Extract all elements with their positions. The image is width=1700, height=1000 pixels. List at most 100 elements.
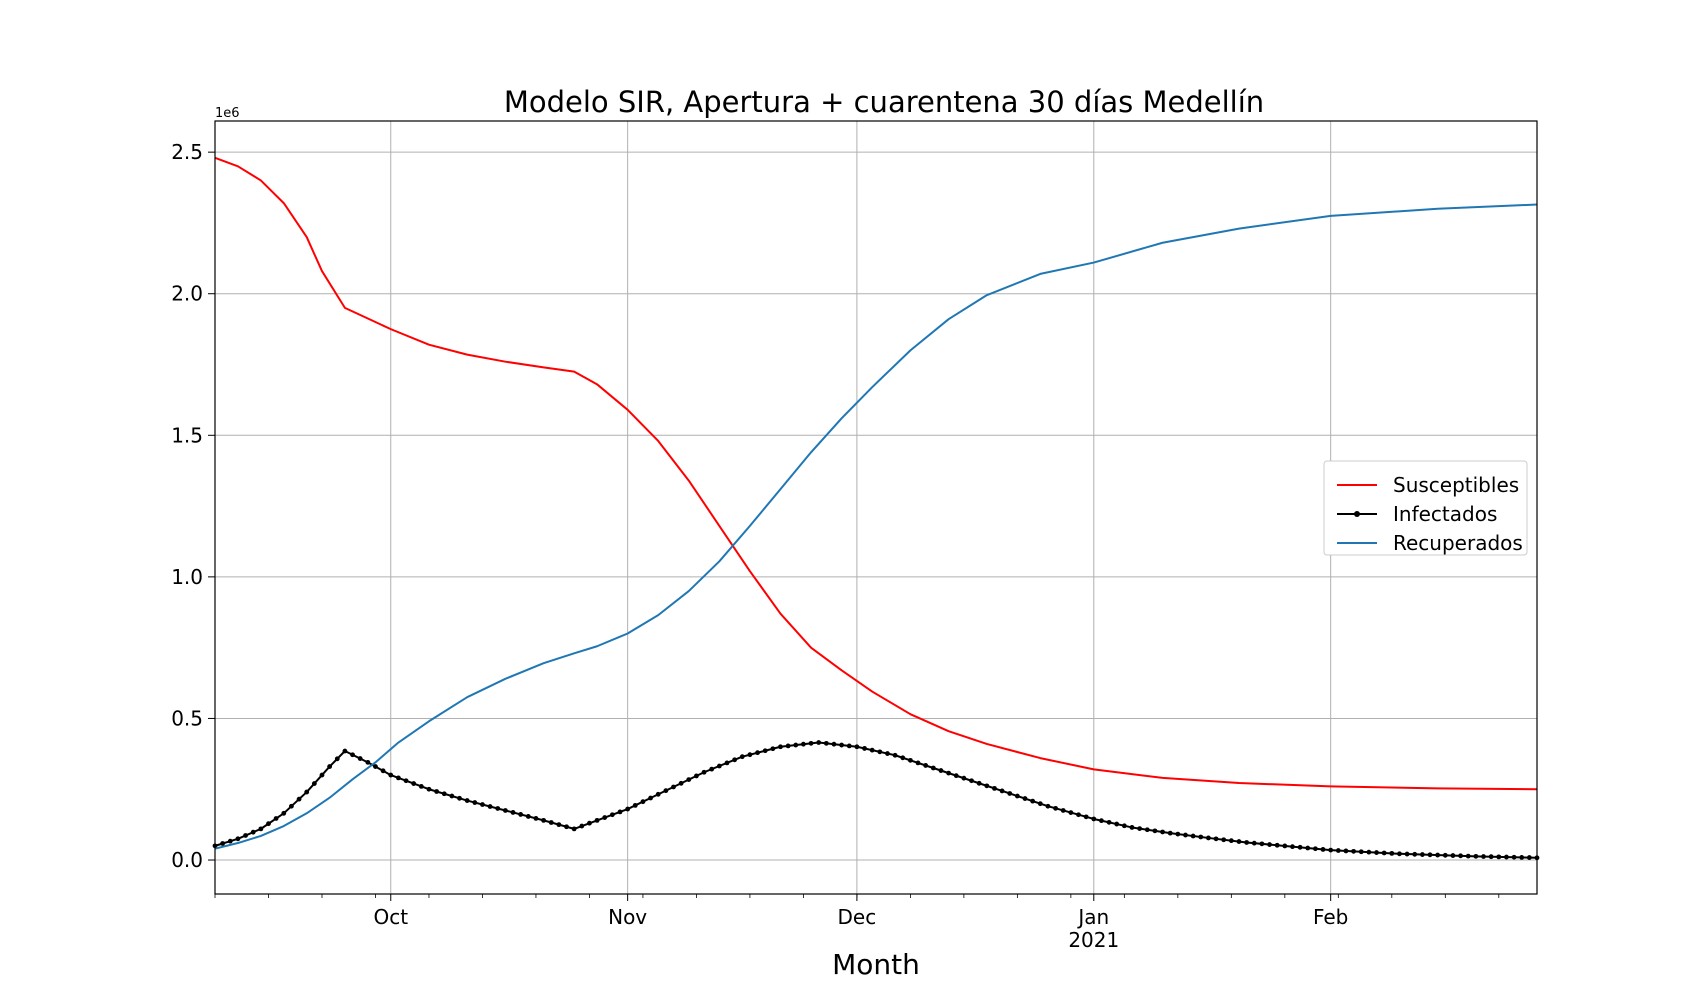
data-point xyxy=(709,766,715,772)
data-point xyxy=(694,773,699,779)
data-point xyxy=(900,755,906,761)
data-point xyxy=(793,742,799,748)
data-point xyxy=(1045,803,1051,809)
data-point xyxy=(1183,832,1188,838)
data-point xyxy=(976,780,982,786)
x-axis-label: Month xyxy=(832,948,920,981)
data-point xyxy=(885,751,890,756)
data-point xyxy=(739,754,745,760)
data-point xyxy=(1358,849,1364,855)
y-tick-label: 1.5 xyxy=(171,423,203,447)
data-point xyxy=(1465,853,1471,859)
data-point xyxy=(1160,829,1165,835)
data-point xyxy=(1450,853,1456,858)
data-point xyxy=(250,829,256,835)
data-point xyxy=(609,812,615,818)
data-point xyxy=(411,781,417,786)
data-point xyxy=(518,812,524,817)
data-point xyxy=(869,747,875,753)
data-point xyxy=(342,748,348,754)
data-point xyxy=(1198,834,1204,840)
y-tick-label: 2.5 xyxy=(171,140,203,164)
data-point xyxy=(1412,851,1418,857)
data-point xyxy=(1068,810,1074,815)
data-point xyxy=(464,798,470,803)
data-point xyxy=(548,820,554,825)
data-point xyxy=(311,781,317,786)
data-point xyxy=(930,765,936,771)
data-point xyxy=(915,760,921,766)
legend-label: Infectados xyxy=(1393,502,1497,526)
data-point xyxy=(831,741,837,747)
data-point xyxy=(365,759,371,765)
data-point xyxy=(319,772,325,778)
data-point xyxy=(732,757,738,763)
data-point xyxy=(1014,793,1020,799)
data-point xyxy=(762,748,768,754)
data-point xyxy=(1121,823,1127,829)
data-point xyxy=(946,770,951,776)
data-point xyxy=(243,833,248,838)
data-point xyxy=(778,744,783,750)
y-tick-label: 0.0 xyxy=(171,848,203,872)
data-point xyxy=(671,784,676,790)
data-point xyxy=(1343,848,1349,854)
data-point xyxy=(1328,847,1334,853)
data-point xyxy=(678,780,684,786)
data-point xyxy=(266,821,271,827)
data-point xyxy=(273,816,279,821)
data-point xyxy=(785,743,791,749)
data-point xyxy=(862,746,867,751)
data-point xyxy=(846,743,852,749)
data-point xyxy=(1037,801,1043,807)
legend-label: Recuperados xyxy=(1393,531,1523,555)
data-point xyxy=(724,760,730,766)
data-point xyxy=(525,814,531,819)
data-point xyxy=(747,752,753,758)
data-point xyxy=(289,803,294,809)
legend-label: Susceptibles xyxy=(1393,473,1519,497)
series-layer xyxy=(212,156,1540,861)
data-point xyxy=(449,793,455,799)
data-point xyxy=(1305,845,1311,851)
series-line-susceptibles xyxy=(214,156,1538,791)
data-point xyxy=(770,746,776,752)
data-point xyxy=(938,768,944,773)
data-point xyxy=(1473,853,1479,859)
data-point xyxy=(640,799,646,805)
data-point xyxy=(632,802,638,808)
data-point xyxy=(296,796,302,802)
data-point xyxy=(854,744,860,750)
data-point xyxy=(877,749,883,755)
data-point xyxy=(1099,818,1104,824)
data-point xyxy=(1053,805,1058,811)
data-point xyxy=(1297,844,1303,850)
data-point xyxy=(235,836,241,842)
data-point xyxy=(1228,838,1234,844)
data-point xyxy=(1206,835,1211,841)
data-point xyxy=(984,783,990,789)
data-point xyxy=(1389,850,1395,856)
data-point xyxy=(839,742,845,748)
legend-marker xyxy=(1354,511,1360,517)
data-point xyxy=(373,764,378,769)
data-point xyxy=(1481,854,1486,859)
data-point xyxy=(1152,828,1158,834)
data-point xyxy=(1267,842,1272,847)
series-line-recuperados xyxy=(214,203,1538,850)
x-tick-label: Oct xyxy=(373,905,408,929)
data-point xyxy=(1137,826,1143,831)
data-point xyxy=(1060,808,1066,813)
series-markers-infectados xyxy=(212,740,1540,861)
data-point xyxy=(1129,825,1135,830)
data-point xyxy=(1511,854,1517,860)
data-point xyxy=(1404,851,1410,857)
data-point xyxy=(816,740,822,745)
data-point xyxy=(1427,852,1433,858)
data-point xyxy=(510,810,516,815)
data-point xyxy=(1488,854,1494,860)
data-point xyxy=(457,795,462,801)
data-point xyxy=(1083,814,1089,820)
